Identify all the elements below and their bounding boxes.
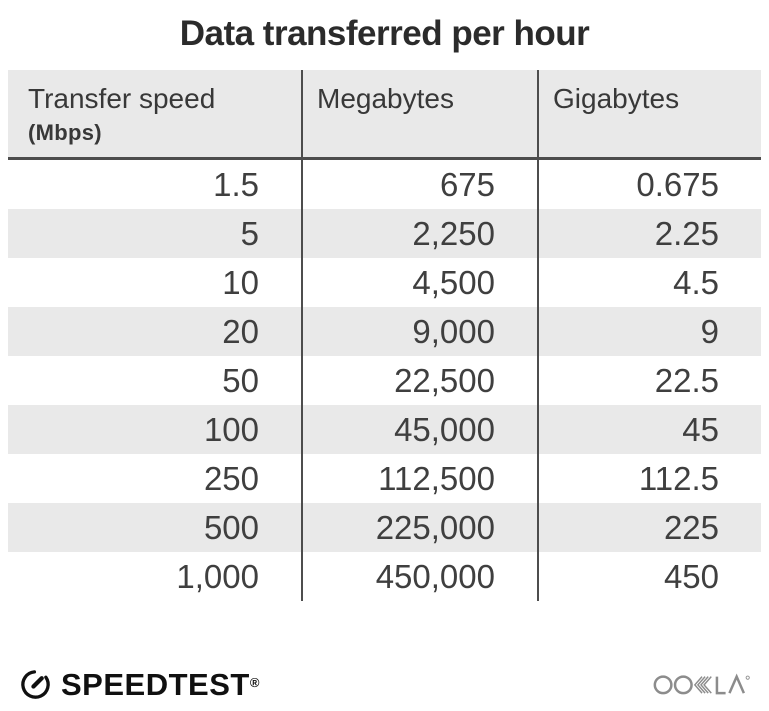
cell-gigabytes: 2.25 xyxy=(537,209,761,258)
table-row: 1,000 450,000 450 xyxy=(8,552,761,601)
cell-gigabytes: 45 xyxy=(537,405,761,454)
cell-megabytes: 2,250 xyxy=(301,209,538,258)
cell-megabytes: 112,500 xyxy=(301,454,538,503)
cell-gigabytes: 0.675 xyxy=(537,158,761,209)
cell-megabytes: 45,000 xyxy=(301,405,538,454)
page-title: Data transferred per hour xyxy=(179,14,590,53)
cell-speed: 1.5 xyxy=(213,165,259,203)
cell-megabytes: 9,000 xyxy=(301,307,538,356)
cell-gigabytes: 9 xyxy=(537,307,761,356)
cell-gigabytes: 225 xyxy=(537,503,761,552)
cell-megabytes: 450,000 xyxy=(301,552,538,601)
cell-gigabytes: 4.5 xyxy=(537,258,761,307)
cell-megabytes: 675 xyxy=(301,158,538,209)
cell-gigabytes: 450 xyxy=(537,552,761,601)
table-row: 10 4,500 4.5 xyxy=(8,258,761,307)
header-row: Transfer speed (Mbps) Megabytes Gigabyte… xyxy=(8,70,761,160)
column-header-label: Transfer speed xyxy=(28,83,216,114)
data-table: Transfer speed (Mbps) Megabytes Gigabyte… xyxy=(8,70,761,601)
speedometer-gauge-icon xyxy=(18,667,53,702)
table-row: 20 9,000 9 xyxy=(8,307,761,356)
cell-speed: 250 xyxy=(203,459,259,497)
speedtest-wordmark: SPEEDTEST xyxy=(61,667,250,702)
table-row: 500 225,000 225 xyxy=(8,503,761,552)
column-header-label: Gigabytes xyxy=(553,83,680,114)
cell-gigabytes: 22.5 xyxy=(537,356,761,405)
table-row: 50 22,500 22.5 xyxy=(8,356,761,405)
footer: SPEEDTEST ® xyxy=(0,667,769,702)
cell-speed: 50 xyxy=(222,361,259,399)
ookla-logo xyxy=(653,667,753,702)
column-header-sublabel: (Mbps) xyxy=(28,120,102,145)
column-header-transfer-speed: Transfer speed (Mbps) xyxy=(8,70,302,160)
cell-gigabytes: 112.5 xyxy=(537,454,761,503)
column-header-gigabytes: Gigabytes xyxy=(537,70,761,160)
cell-speed: 5 xyxy=(8,209,302,258)
table-row: 5 2,250 2.25 xyxy=(8,209,761,258)
cell-speed: 10 xyxy=(222,263,259,301)
cell-speed: 500 xyxy=(8,503,302,552)
column-header-megabytes: Megabytes xyxy=(301,70,538,160)
table-row: 250 112,500 112.5 xyxy=(8,454,761,503)
cell-speed: 1,000 xyxy=(176,557,259,595)
ookla-wordmark-icon xyxy=(653,667,753,702)
cell-speed: 100 xyxy=(8,405,302,454)
table-row: 1.5 675 0.675 xyxy=(8,158,761,209)
cell-speed: 20 xyxy=(8,307,302,356)
cell-megabytes: 4,500 xyxy=(301,258,538,307)
table-row: 100 45,000 45 xyxy=(8,405,761,454)
speedtest-logo: SPEEDTEST ® xyxy=(18,667,259,702)
column-header-label: Megabytes xyxy=(317,83,454,114)
registered-trademark-mark: ® xyxy=(249,675,260,690)
cell-megabytes: 225,000 xyxy=(301,503,538,552)
cell-megabytes: 22,500 xyxy=(301,356,538,405)
